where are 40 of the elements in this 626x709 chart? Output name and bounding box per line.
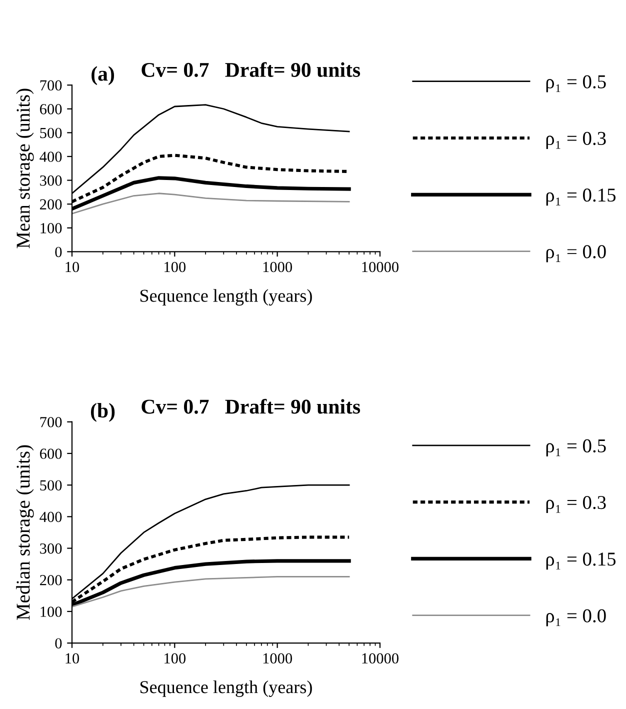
text: ρ₁ = 0.15	[546, 552, 616, 570]
text: ρ₁ = 0.3	[546, 496, 606, 514]
text: ρ₁ = 0.0	[546, 245, 606, 262]
y-tick-label: 100	[40, 606, 62, 617]
x-tick-label: 10	[66, 653, 80, 664]
annotation: (b)	[90, 402, 115, 422]
x-axis-title: Sequence length (years)	[140, 289, 312, 306]
y-tick-label: 500	[40, 128, 62, 138]
x-tick-label: 10000	[362, 653, 398, 664]
annotation: (a)	[92, 66, 114, 86]
text: ρ₁ = 0.5	[546, 75, 606, 92]
text: ρ₁ = 0.0	[546, 609, 606, 626]
y-tick-label: 500	[40, 480, 62, 491]
y-tick-label: 600	[40, 104, 62, 114]
x-tick-label: 100	[164, 653, 186, 664]
x-tick-label: 1000	[263, 653, 292, 664]
y-tick-label: 0	[55, 246, 62, 258]
y-tick-label: 700	[40, 80, 62, 91]
y-tick-label: 200	[40, 199, 62, 210]
y-tick-label: 600	[40, 448, 62, 459]
y-tick-label: 300	[40, 175, 62, 186]
chart-title: Cv= 0.7 Draft= 90 units	[142, 398, 360, 414]
x-tick-label: 10000	[362, 262, 398, 272]
x-tick-label: 10	[66, 262, 80, 272]
y-tick-label: 300	[40, 543, 62, 554]
y-tick-label: 400	[40, 152, 62, 162]
x-tick-label: 100	[164, 262, 186, 272]
y-tick-label: 100	[40, 223, 62, 234]
y-axis-title: Median storage (units)	[16, 445, 34, 620]
text: ρ₁ = 0.15	[546, 188, 616, 206]
y-tick-label: 200	[40, 575, 62, 586]
x-tick-label: 1000	[263, 262, 292, 272]
y-axis-title: Mean storage (units)	[16, 88, 34, 248]
text: ρ₁ = 0.5	[546, 439, 606, 456]
x-axis-title: Sequence length (years)	[140, 680, 312, 697]
y-tick-label: 0	[55, 638, 62, 649]
y-tick-label: 700	[40, 416, 62, 428]
chart-title: Cv= 0.7 Draft= 90 units	[142, 62, 360, 78]
text: ρ₁ = 0.3	[546, 132, 606, 149]
y-tick-label: 400	[40, 512, 62, 522]
